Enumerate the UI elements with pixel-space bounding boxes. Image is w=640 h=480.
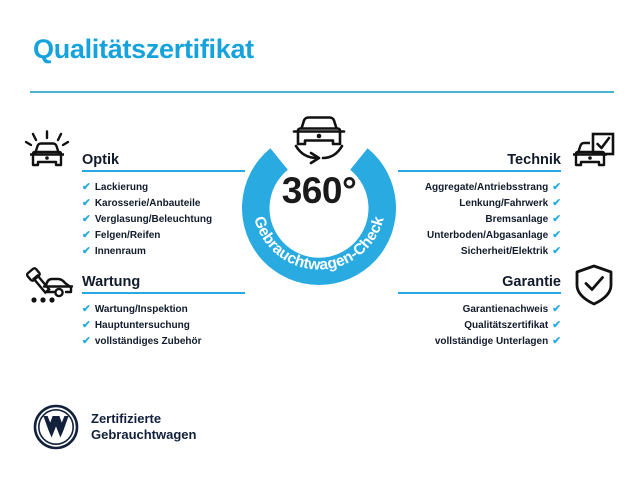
badge-ring: Gebrauchtwagen-Check [242,148,397,286]
check-icon: ✔ [82,303,91,315]
check-icon: ✔ [552,245,561,257]
check-icon: ✔ [552,213,561,225]
list-item: ✔ Lackierung [82,181,245,194]
check-icon: ✔ [82,245,91,257]
item-list-technik: Aggregate/Antriebsstrang ✔ Lenkung/Fahrw… [398,181,561,258]
list-item: ✔ vollständiges Zubehör [82,335,245,348]
section-title-wartung: Wartung [82,274,141,290]
section-head: Technik [398,146,561,172]
list-item-label: Innenraum [94,246,146,257]
list-item: Lenkung/Fahrwerk ✔ [398,197,561,210]
list-item-label: Qualitätszertifikat [464,320,549,331]
list-item: Bremsanlage ✔ [398,213,561,226]
list-item: Aggregate/Antriebsstrang ✔ [398,181,561,194]
section-rule [82,170,245,172]
list-item: vollständige Unterlagen ✔ [398,335,561,348]
section-title-optik: Optik [82,152,120,168]
badge-degrees: 360° [281,170,357,211]
vw-logo [33,404,79,450]
list-item-label: Karosserie/Anbauteile [94,198,201,209]
check-icon: ✔ [82,213,91,225]
list-item: Unterboden/Abgasanlage ✔ [398,229,561,242]
section-optik: Optik ✔ Lackierung ✔ Karosserie/Anbautei… [82,146,245,261]
list-item: Sicherheit/Elektrik ✔ [398,245,561,258]
section-head: Wartung [82,268,245,294]
shield-check-icon [573,263,615,307]
list-item: ✔ Verglasung/Beleuchtung [82,213,245,226]
list-item-label: Lenkung/Fahrwerk [459,198,549,209]
check-icon: ✔ [82,319,91,331]
list-item-label: Garantienachweis [462,304,549,315]
list-item-label: Bremsanlage [485,214,549,225]
check-icon: ✔ [552,319,561,331]
list-item: Qualitätszertifikat ✔ [398,319,561,332]
badge-ring-shape [242,148,397,286]
check-icon: ✔ [552,229,561,241]
section-garantie: Garantie Garantienachweis ✔ Qualitätszer… [398,268,561,351]
list-item-label: Sicherheit/Elektrik [460,246,549,257]
check-icon: ✔ [552,303,561,315]
list-item-label: Aggregate/Antriebsstrang [424,182,549,193]
section-technik: Technik Aggregate/Antriebsstrang ✔ Lenku… [398,146,561,261]
section-rule [82,292,245,294]
list-item: ✔ Hauptuntersuchung [82,319,245,332]
footer-line-1: Zertifizierte [91,411,162,426]
check-icon: ✔ [82,197,91,209]
footer-line-2: Gebrauchtwagen [91,427,197,442]
list-item: Garantienachweis ✔ [398,303,561,316]
badge-360-check: Gebrauchtwagen-Check 360° [228,112,410,294]
page-title: Qualitätszertifikat [33,34,254,64]
item-list-optik: ✔ Lackierung ✔ Karosserie/Anbauteile ✔ V… [82,181,245,258]
list-item-label: vollständige Unterlagen [434,336,549,347]
list-item-label: Wartung/Inspektion [94,304,188,315]
list-item: ✔ Felgen/Reifen [82,229,245,242]
list-item-label: Lackierung [94,182,149,193]
car-rotate-icon [283,108,355,168]
section-head: Garantie [398,268,561,294]
wrench-car-icon [24,264,74,306]
section-title-technik: Technik [507,152,561,168]
section-head: Optik [82,146,245,172]
list-item-label: Hauptuntersuchung [94,320,190,331]
item-list-wartung: ✔ Wartung/Inspektion ✔ Hauptuntersuchung… [82,303,245,348]
check-icon: ✔ [552,335,561,347]
list-item-label: Felgen/Reifen [94,230,161,241]
car-checkbox-icon [568,130,616,174]
section-wartung: Wartung ✔ Wartung/Inspektion ✔ Hauptunte… [82,268,245,351]
list-item: ✔ Wartung/Inspektion [82,303,245,316]
section-rule [398,292,561,294]
section-rule [398,170,561,172]
list-item-label: Unterboden/Abgasanlage [427,230,549,241]
list-item-label: vollständiges Zubehör [94,336,202,347]
header-divider [30,91,614,93]
list-item-label: Verglasung/Beleuchtung [94,214,213,225]
check-icon: ✔ [552,181,561,193]
car-shine-icon [24,130,70,174]
check-icon: ✔ [82,335,91,347]
check-icon: ✔ [82,181,91,193]
footer-brand: Zertifizierte Gebrauchtwagen [33,404,196,450]
section-title-garantie: Garantie [502,274,561,290]
check-icon: ✔ [552,197,561,209]
footer-text: Zertifizierte Gebrauchtwagen [91,411,196,443]
list-item: ✔ Innenraum [82,245,245,258]
list-item: ✔ Karosserie/Anbauteile [82,197,245,210]
item-list-garantie: Garantienachweis ✔ Qualitätszertifikat ✔… [398,303,561,348]
check-icon: ✔ [82,229,91,241]
